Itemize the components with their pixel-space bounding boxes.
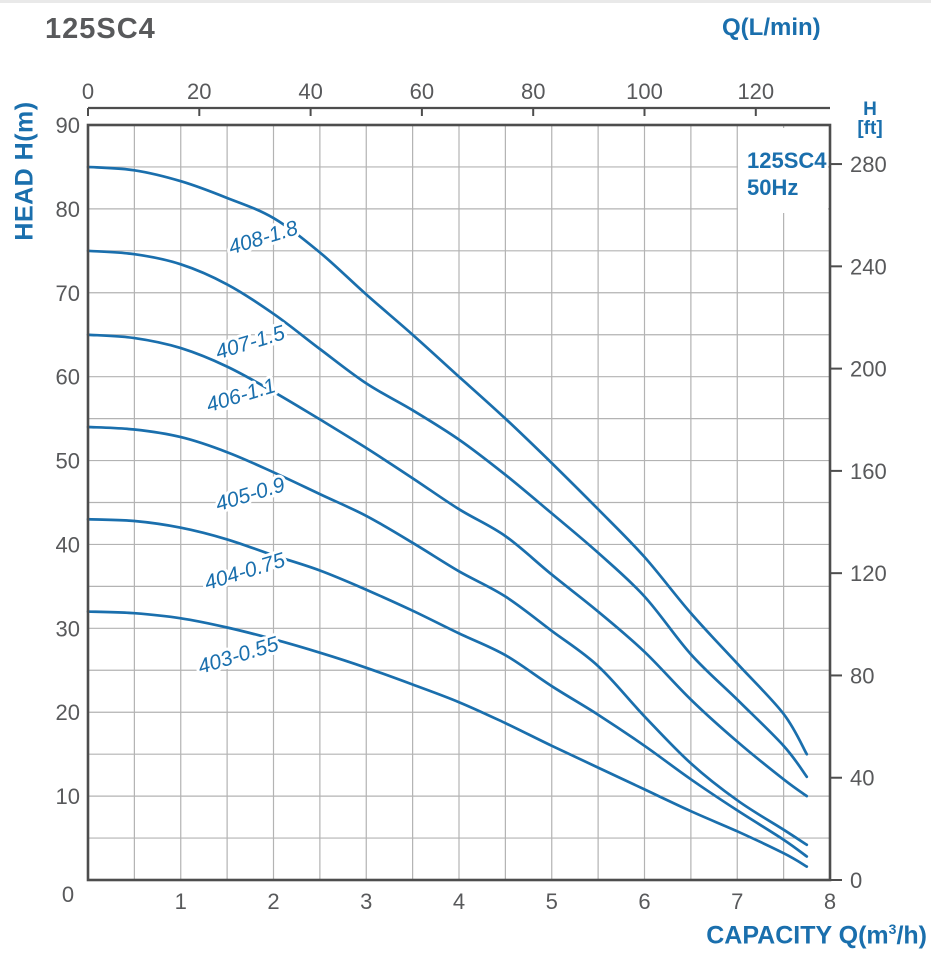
right-axis-tick-label: 200 [850,357,887,382]
top-axis-unit-label: Q(L/min) [722,14,821,41]
bottom-axis-tick-label: 5 [546,889,558,914]
left-axis-tick-label: 70 [56,281,80,306]
left-axis-tick-label: 60 [56,365,80,390]
left-axis-tick-label: 50 [56,449,80,474]
bottom-axis-tick-label: 4 [453,889,465,914]
right-axis-title: H [ft] [843,100,897,138]
left-axis-title: HEAD H(m) [10,101,39,241]
legend-model: 125SC4 [747,148,827,173]
right-axis-tick-label: 160 [850,459,887,484]
bottom-axis-title: CAPACITY Q(m3/h) [706,921,927,950]
right-axis-tick-label: 40 [850,766,874,791]
right-axis-tick-label: 120 [850,561,887,586]
curve-406-1.1 [86,333,809,798]
left-axis-tick-label: 90 [56,113,80,138]
left-axis-tick-label: 80 [56,197,80,222]
curve-405-0.9 [86,425,809,847]
right-axis-tick-label: 280 [850,152,887,177]
right-axis-title-line1: H [863,99,877,120]
curve-label-404-0.75: 404-0.75 [202,549,288,595]
top-axis-tick-label: 20 [187,79,211,104]
bottom-axis-title-suffix: /h) [896,921,927,950]
top-axis-tick-label: 40 [298,79,322,104]
bottom-axis-title-prefix: CAPACITY Q(m [706,921,889,950]
bottom-axis-tick-label: 8 [824,889,836,914]
right-axis-tick-label: 240 [850,254,887,279]
curve-407-1.5 [86,249,809,779]
bottom-axis-tick-label: 3 [360,889,372,914]
curve-408-1.8 [86,165,809,756]
pump-curve-plot: 408-1.8 407-1.5 406-1.1 405-0.9 404-0.75 403-… [56,79,887,914]
origin-tick-label: 0 [62,882,74,907]
left-axis-tick-label: 20 [56,700,80,725]
right-axis-tick-label: 80 [850,663,874,688]
page-title: 125SC4 [45,13,156,45]
right-axis-tick-label: 0 [850,868,862,893]
left-axis-tick-label: 40 [56,532,80,557]
curve-403-0.55 [86,610,809,868]
legend-frequency: 50Hz [747,175,799,200]
top-axis-tick-label: 120 [737,79,774,104]
curve-label-408-1.8: 408-1.8 [226,216,301,259]
bottom-axis-tick-label: 7 [731,889,743,914]
top-axis-tick-label: 60 [410,79,434,104]
right-axis-title-line2: [ft] [857,118,883,139]
plot-frame [86,123,832,882]
curve-404-0.75 [86,517,809,858]
top-axis-tick-label: 0 [82,79,94,104]
bottom-axis-tick-label: 6 [638,889,650,914]
legend-box: 125SC4 50Hz [738,128,828,213]
curve-label-405-0.9: 405-0.9 [213,473,288,516]
left-axis-tick-label: 10 [56,784,80,809]
bottom-axis-title-sup: 3 [888,921,897,937]
curve-label-407-1.5: 407-1.5 [213,321,288,364]
left-axis-tick-label: 30 [56,616,80,641]
bottom-axis-tick-label: 2 [267,889,279,914]
bottom-axis-tick-label: 1 [175,889,187,914]
top-axis-tick-label: 80 [521,79,545,104]
curve-label-403-0.55: 403-0.55 [195,632,281,678]
top-axis-tick-label: 100 [626,79,663,104]
curve-label-406-1.1: 406-1.1 [204,374,279,417]
